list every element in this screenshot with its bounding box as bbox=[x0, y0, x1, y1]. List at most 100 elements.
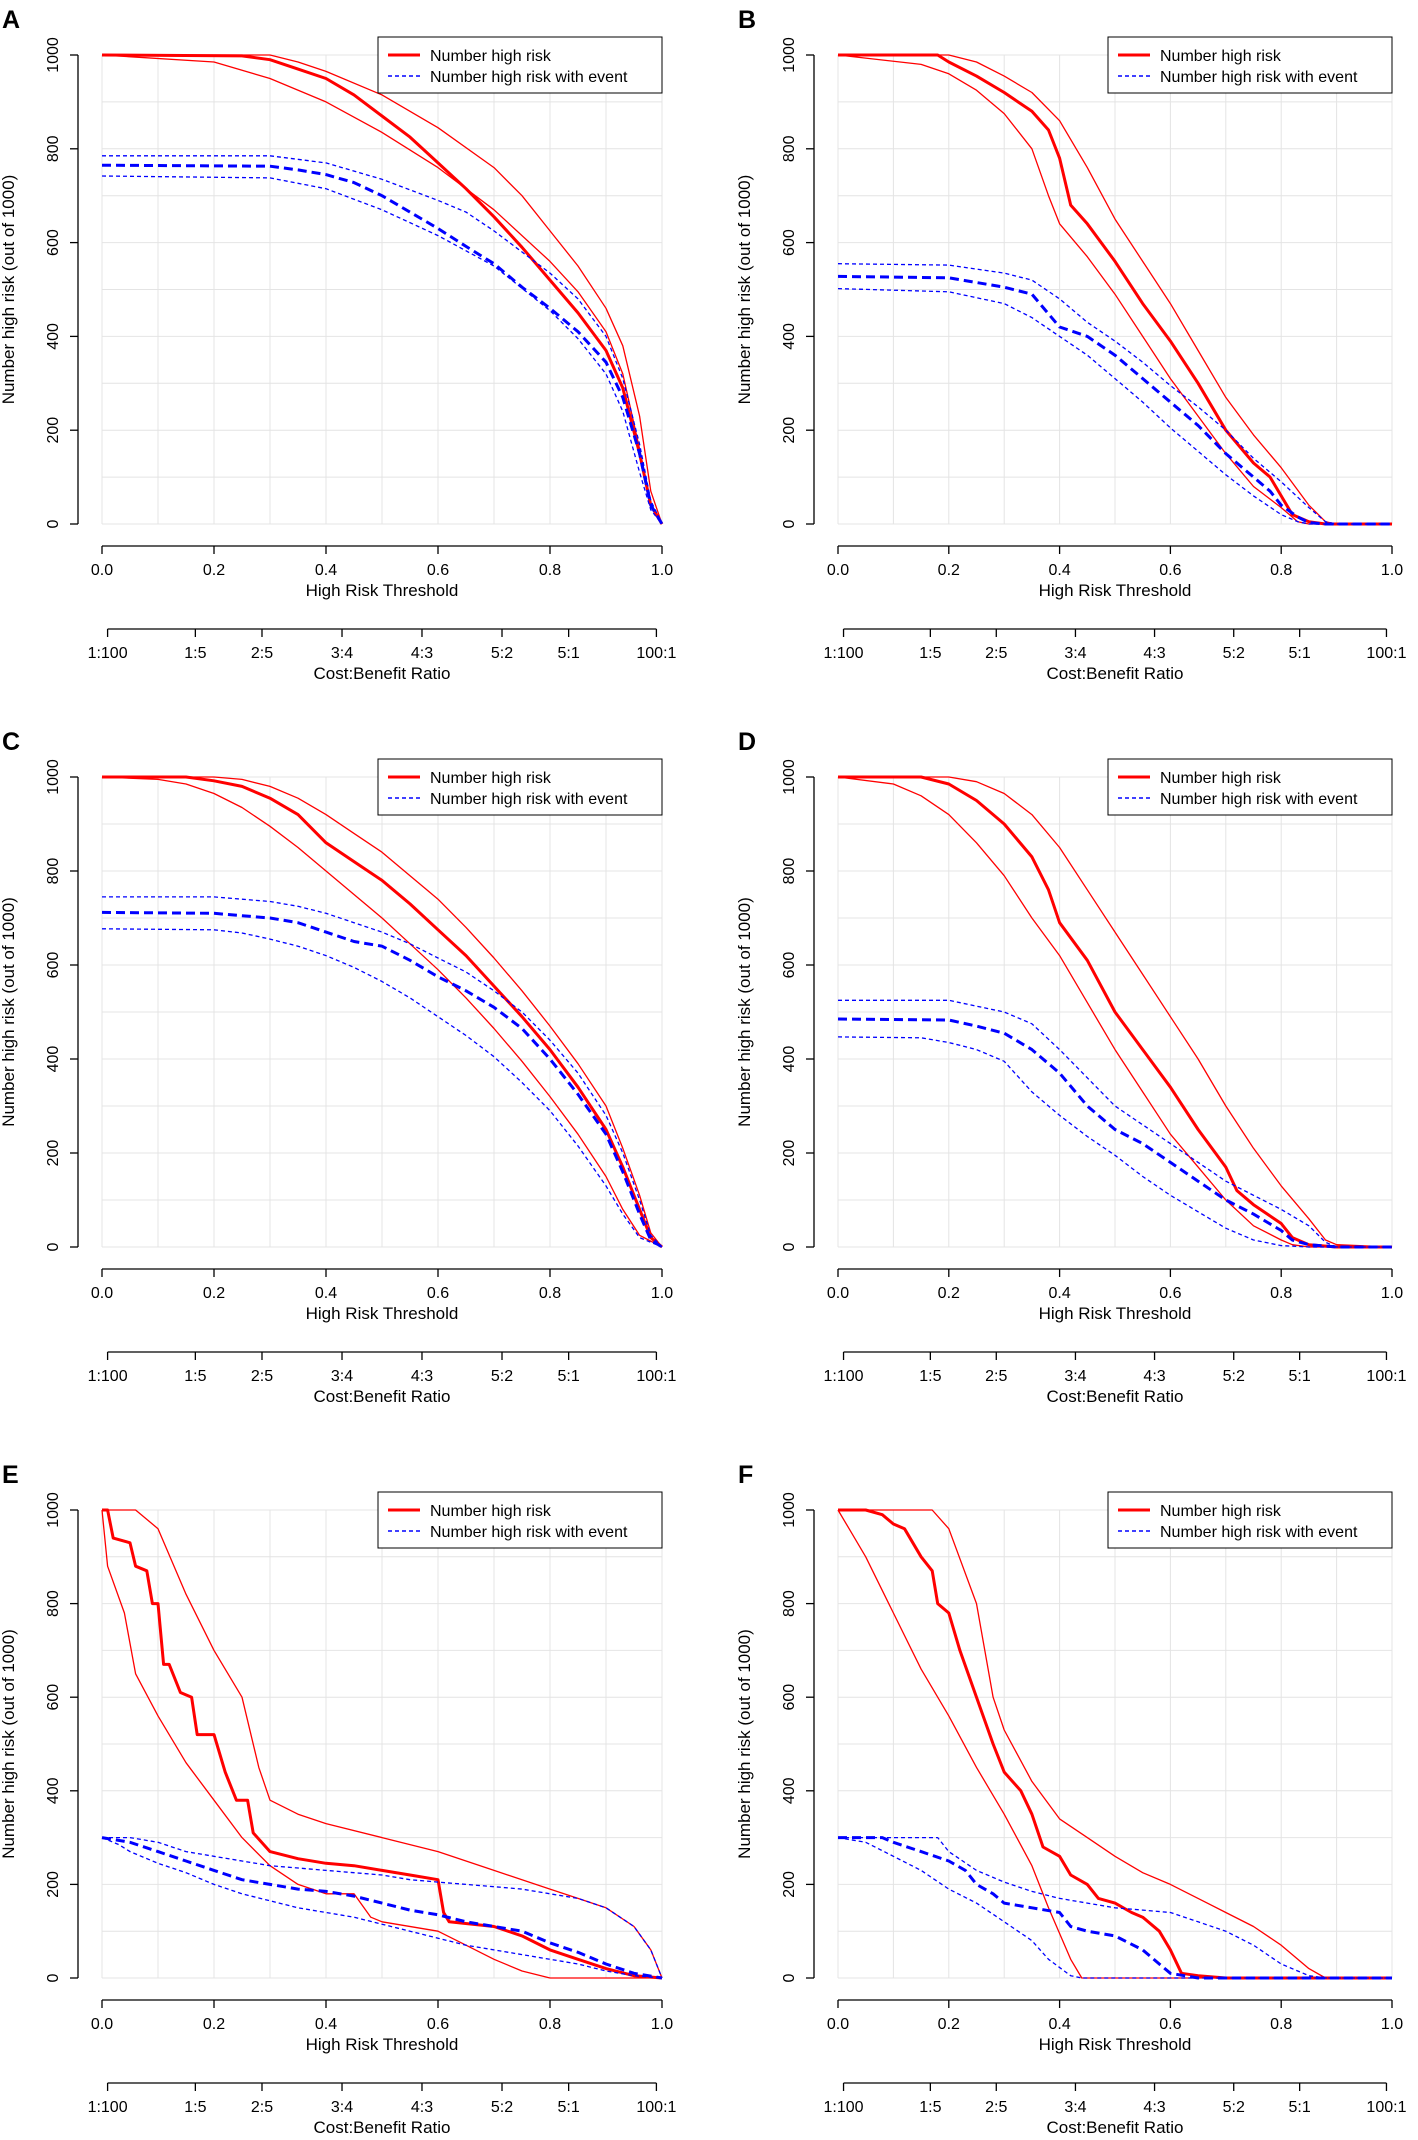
cost-benefit-tick-label: 1:5 bbox=[184, 2099, 206, 2116]
x-tick-label: 0.8 bbox=[1270, 562, 1292, 579]
series-line-risk bbox=[838, 53, 1392, 526]
cost-benefit-tick-label: 4:3 bbox=[1143, 1368, 1165, 1385]
x-tick-label: 0.6 bbox=[427, 2016, 449, 2033]
series-line-risk-ci bbox=[838, 1509, 1392, 1979]
series-line-risk bbox=[102, 775, 663, 1249]
x-tick-label: 0.0 bbox=[827, 2016, 849, 2033]
cost-benefit-tick-label: 4:3 bbox=[411, 645, 433, 662]
y-tick-label: 400 bbox=[781, 1046, 798, 1073]
y-axis-title: Number high risk (out of 1000) bbox=[735, 1629, 754, 1859]
panel-a-grid bbox=[101, 54, 663, 525]
cost-benefit-tick-label: 4:3 bbox=[1143, 645, 1165, 662]
y-tick-label: 200 bbox=[781, 1871, 798, 1898]
legend-label-risk: Number high risk bbox=[430, 770, 552, 787]
legend-label-event: Number high risk with event bbox=[1160, 1524, 1358, 1541]
panel-d-x-axis: 0.0 0.2 0.4 0.6 0.8 1.0 High Risk Threshold bbox=[827, 1268, 1403, 1323]
cost-benefit-tick-label: 1:5 bbox=[184, 1368, 206, 1385]
y-tick-label: 800 bbox=[781, 135, 798, 162]
cost-benefit-tick-label: 1:5 bbox=[919, 645, 941, 662]
panel-b-x-axis: 0.0 0.2 0.4 0.6 0.8 1.0 High Risk Threshold bbox=[827, 545, 1403, 600]
x-tick-label: 0.8 bbox=[539, 562, 561, 579]
y-tick-label: 800 bbox=[781, 858, 798, 885]
y-tick-label: 200 bbox=[45, 417, 62, 444]
panel-d-legend: Number high risk Number high risk with ev… bbox=[1107, 758, 1393, 816]
x-tick-label: 0.2 bbox=[938, 1285, 960, 1302]
cost-benefit-tick-label: 100:1 bbox=[636, 1368, 676, 1385]
series-line-event-ci bbox=[837, 287, 1392, 525]
cost-benefit-tick-label: 2:5 bbox=[251, 645, 273, 662]
x-tick-label: 0.8 bbox=[1270, 1285, 1292, 1302]
legend-box bbox=[1107, 1491, 1393, 1549]
x-tick-label: 0.2 bbox=[203, 2016, 225, 2033]
y-tick-label: 400 bbox=[45, 323, 62, 350]
cost-benefit-tick-label: 1:5 bbox=[919, 1368, 941, 1385]
x-tick-label: 1.0 bbox=[651, 2016, 673, 2033]
y-tick-label: 1000 bbox=[45, 1492, 62, 1528]
series-line-event-ci bbox=[837, 1036, 1392, 1248]
series-line-risk-ci bbox=[838, 776, 1393, 1248]
panel-c: C 0 200 400 600 800 1000 Number high risk (out … bbox=[0, 728, 677, 1406]
legend-box bbox=[377, 758, 663, 816]
cost-benefit-tick-label: 5:1 bbox=[558, 645, 580, 662]
series-line-event-ci bbox=[102, 155, 663, 525]
y-tick-label: 200 bbox=[781, 417, 798, 444]
cost-benefit-tick-label: 100:1 bbox=[1366, 1368, 1406, 1385]
cost-benefit-tick-label: 100:1 bbox=[636, 2099, 676, 2116]
panel-b-cost-benefit-axis: 1:100 1:5 2:5 3:4 4:3 5:2 5:1 100:1 Cost:Benefit… bbox=[824, 628, 1407, 683]
series-line-event bbox=[837, 1017, 1392, 1249]
cost-benefit-tick-label: 1:5 bbox=[919, 2099, 941, 2116]
x-tick-label: 0.2 bbox=[938, 562, 960, 579]
cost-benefit-axis-title: Cost:Benefit Ratio bbox=[1046, 664, 1183, 683]
panel-a: A 0 200 400 600 800 1000 Number high risk (out … bbox=[0, 6, 677, 683]
series-line-risk bbox=[838, 1508, 1392, 1980]
panel-c-letter: C bbox=[2, 728, 20, 756]
y-tick-label: 400 bbox=[781, 323, 798, 350]
cost-benefit-axis-title: Cost:Benefit Ratio bbox=[313, 2118, 450, 2137]
cost-benefit-tick-label: 5:1 bbox=[1289, 2099, 1311, 2116]
panel-b-grid bbox=[837, 54, 1393, 525]
cost-benefit-tick-label: 100:1 bbox=[1366, 2099, 1406, 2116]
panel-b-letter: B bbox=[738, 6, 756, 34]
panel-c-legend: Number high risk Number high risk with ev… bbox=[377, 758, 663, 816]
series-line-event-ci bbox=[101, 175, 663, 525]
x-tick-label: 1.0 bbox=[1381, 2016, 1403, 2033]
y-tick-label: 1000 bbox=[45, 759, 62, 795]
x-tick-label: 0.8 bbox=[1270, 2016, 1292, 2033]
panel-f-cost-benefit-axis: 1:100 1:5 2:5 3:4 4:3 5:2 5:1 100:1 Cost:Benefit… bbox=[824, 2082, 1407, 2137]
panel-e-y-axis: 0 200 400 600 800 1000 Number high risk (out o… bbox=[0, 1492, 79, 1982]
y-tick-label: 1000 bbox=[45, 37, 62, 73]
series-line-event-ci bbox=[101, 928, 663, 1248]
x-tick-label: 0.0 bbox=[91, 2016, 113, 2033]
panel-f-letter: F bbox=[738, 1461, 753, 1489]
panel-a-y-axis: 0 200 400 600 800 1000 Number high risk (out o… bbox=[0, 37, 79, 528]
x-tick-label: 0.4 bbox=[315, 562, 337, 579]
panel-f-series bbox=[837, 1508, 1392, 1980]
series-line-risk-ci bbox=[837, 1509, 1392, 1979]
legend-label-event: Number high risk with event bbox=[1160, 791, 1358, 808]
panel-d-cost-benefit-axis: 1:100 1:5 2:5 3:4 4:3 5:2 5:1 100:1 Cost:Benefit… bbox=[824, 1351, 1407, 1406]
x-tick-label: 0.6 bbox=[1159, 1285, 1181, 1302]
panel-e: E 0 200 400 600 800 1000 Number high risk (out … bbox=[0, 1461, 677, 2137]
y-tick-label: 200 bbox=[781, 1140, 798, 1167]
y-tick-label: 1000 bbox=[781, 37, 798, 73]
y-tick-label: 600 bbox=[781, 952, 798, 979]
x-tick-label: 1.0 bbox=[651, 1285, 673, 1302]
y-tick-label: 800 bbox=[45, 135, 62, 162]
cost-benefit-axis-title: Cost:Benefit Ratio bbox=[313, 1387, 450, 1406]
panel-c-y-axis: 0 200 400 600 800 1000 Number high risk (out o… bbox=[0, 759, 79, 1251]
cost-benefit-tick-label: 2:5 bbox=[251, 1368, 273, 1385]
panel-c-grid bbox=[101, 776, 663, 1248]
cost-benefit-tick-label: 100:1 bbox=[636, 645, 676, 662]
x-tick-label: 0.4 bbox=[315, 2016, 337, 2033]
y-tick-label: 600 bbox=[781, 1684, 798, 1711]
panel-a-series bbox=[101, 53, 664, 525]
cost-benefit-tick-label: 3:4 bbox=[1064, 2099, 1086, 2116]
y-axis-title: Number high risk (out of 1000) bbox=[0, 1629, 18, 1859]
panel-d-series bbox=[837, 775, 1393, 1249]
legend-label-event: Number high risk with event bbox=[430, 791, 628, 808]
series-line-event-ci bbox=[102, 1836, 663, 1979]
panel-e-legend: Number high risk Number high risk with ev… bbox=[377, 1491, 663, 1549]
legend-label-risk: Number high risk bbox=[1160, 1503, 1282, 1520]
legend-label-risk: Number high risk bbox=[1160, 770, 1282, 787]
cost-benefit-tick-label: 5:2 bbox=[1223, 1368, 1245, 1385]
